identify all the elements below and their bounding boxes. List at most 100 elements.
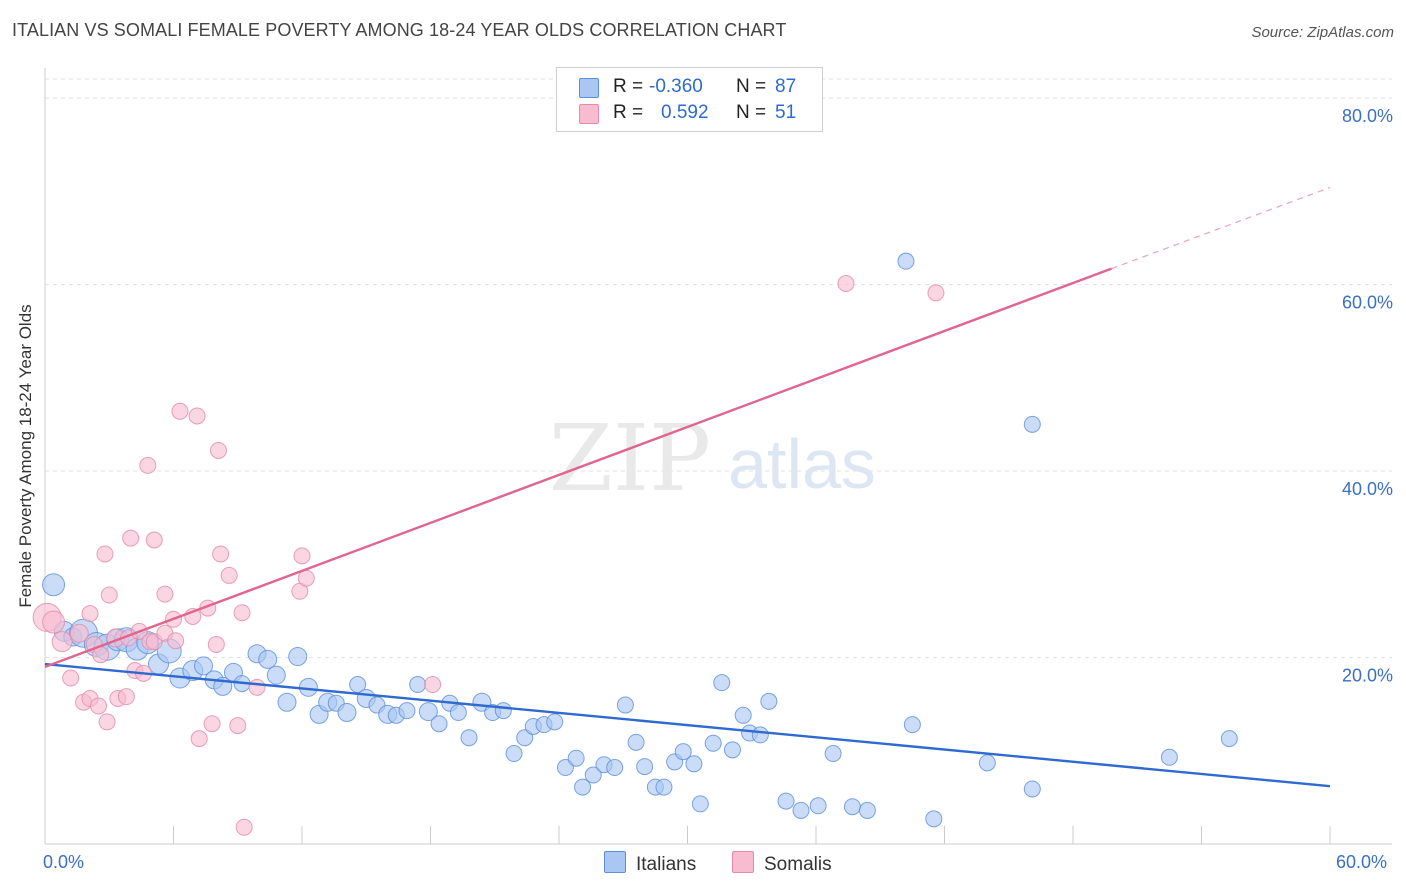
italians-point (584, 766, 602, 784)
italians-swatch-icon (579, 78, 599, 98)
italians-point (1023, 780, 1041, 798)
italians-point (460, 729, 478, 747)
italians-point (760, 692, 778, 710)
somalis-point (42, 610, 66, 634)
italians-point (349, 676, 367, 694)
watermark-zip: ZIP (549, 405, 711, 512)
grid-layer (45, 78, 1392, 658)
italians-point (409, 676, 427, 694)
italians-point (606, 759, 624, 777)
y-axis-label: Female Poverty Among 18-24 Year Olds (16, 304, 35, 608)
chart-title: ITALIAN VS SOMALI FEMALE POVERTY AMONG 1… (12, 20, 787, 40)
somalis-r-value: 0.592 (661, 102, 709, 123)
somalis-point (100, 586, 118, 604)
points-layer (32, 252, 1238, 836)
italians-point (42, 573, 66, 597)
italians-point (546, 713, 564, 731)
somalis-point (117, 688, 135, 706)
italians-point (723, 741, 741, 759)
italians-point (1023, 415, 1041, 433)
italians-point (685, 755, 703, 773)
somalis-point (62, 669, 80, 687)
somalis-point (188, 407, 206, 425)
italians-point (897, 252, 915, 270)
italians-point (277, 692, 297, 712)
italians-n-value: 87 (775, 76, 797, 97)
italians-point (430, 715, 448, 733)
x-tick-label-min: 0.0% (43, 852, 85, 872)
italians-point (505, 745, 523, 763)
italians-point (777, 792, 795, 810)
italians-trend-line (44, 662, 1331, 788)
legend-somalis: Somalis (732, 851, 832, 876)
somalis-point (171, 402, 189, 420)
somalis-point (139, 456, 157, 474)
somalis-point (90, 697, 108, 715)
italians-point (734, 706, 752, 724)
italians-point (674, 743, 692, 761)
somalis-swatch-icon (579, 104, 599, 124)
italians-point (858, 801, 876, 819)
somalis-point (122, 529, 140, 547)
italians-point (1220, 730, 1238, 748)
italians-point (337, 703, 357, 723)
y-tick-label: 20.0% (1342, 665, 1393, 685)
italians-point (691, 795, 709, 813)
somalis-point (837, 275, 855, 293)
somalis-point (156, 585, 174, 603)
legend-italians: Italians (604, 851, 696, 876)
italians-point (258, 649, 278, 669)
italians-point (925, 810, 943, 828)
legend-italians-label: Italians (636, 854, 697, 875)
somalis-n-value: 51 (775, 102, 797, 123)
italians-point (574, 778, 592, 796)
italians-n-label: N = (736, 76, 767, 97)
italians-point (627, 733, 645, 751)
somalis-point (190, 730, 208, 748)
italians-point (704, 734, 722, 752)
somalis-point (51, 631, 73, 653)
italians-point (266, 665, 286, 685)
somalis-point (235, 818, 253, 836)
somalis-trend-line (44, 267, 1112, 668)
italians-point (494, 702, 512, 720)
italians-point (449, 704, 467, 722)
italians-point (843, 798, 861, 816)
italians-point (418, 702, 438, 722)
y-tick-label: 40.0% (1342, 479, 1393, 499)
somalis-point (207, 635, 225, 653)
italians-point (567, 749, 585, 767)
somalis-point (145, 531, 163, 549)
axis-layer: 20.0% 40.0% 60.0% 80.0% (44, 68, 1393, 845)
somalis-point (424, 676, 442, 694)
italians-point (809, 797, 827, 815)
italians-point (792, 801, 810, 819)
y-tick-label: 60.0% (1342, 292, 1393, 312)
somalis-point (69, 623, 89, 643)
somalis-point (220, 566, 238, 584)
somalis-n-label: N = (736, 102, 767, 123)
italians-point (193, 656, 213, 676)
legend-somalis-label: Somalis (764, 854, 832, 875)
somalis-point (233, 604, 251, 622)
italians-point (824, 745, 842, 763)
italians-r-value: -0.360 (649, 76, 703, 97)
y-tick-label: 80.0% (1342, 106, 1393, 126)
somalis-point (203, 715, 221, 733)
italians-point (616, 696, 634, 714)
legend-italians-swatch-icon (604, 851, 626, 873)
somalis-point (229, 717, 247, 735)
watermark: ZIP atlas (549, 405, 876, 512)
somalis-point (98, 713, 116, 731)
somalis-r-label: R = (613, 102, 644, 123)
legend-somalis-swatch-icon (732, 851, 754, 873)
trend-layer (44, 186, 1331, 788)
watermark-atlas: atlas (728, 425, 876, 503)
somalis-trend-extension (1111, 186, 1331, 270)
italians-point (516, 729, 534, 747)
italians-point (1160, 748, 1178, 766)
somalis-point (96, 545, 114, 563)
somalis-point (248, 678, 266, 696)
italians-point (978, 754, 996, 772)
